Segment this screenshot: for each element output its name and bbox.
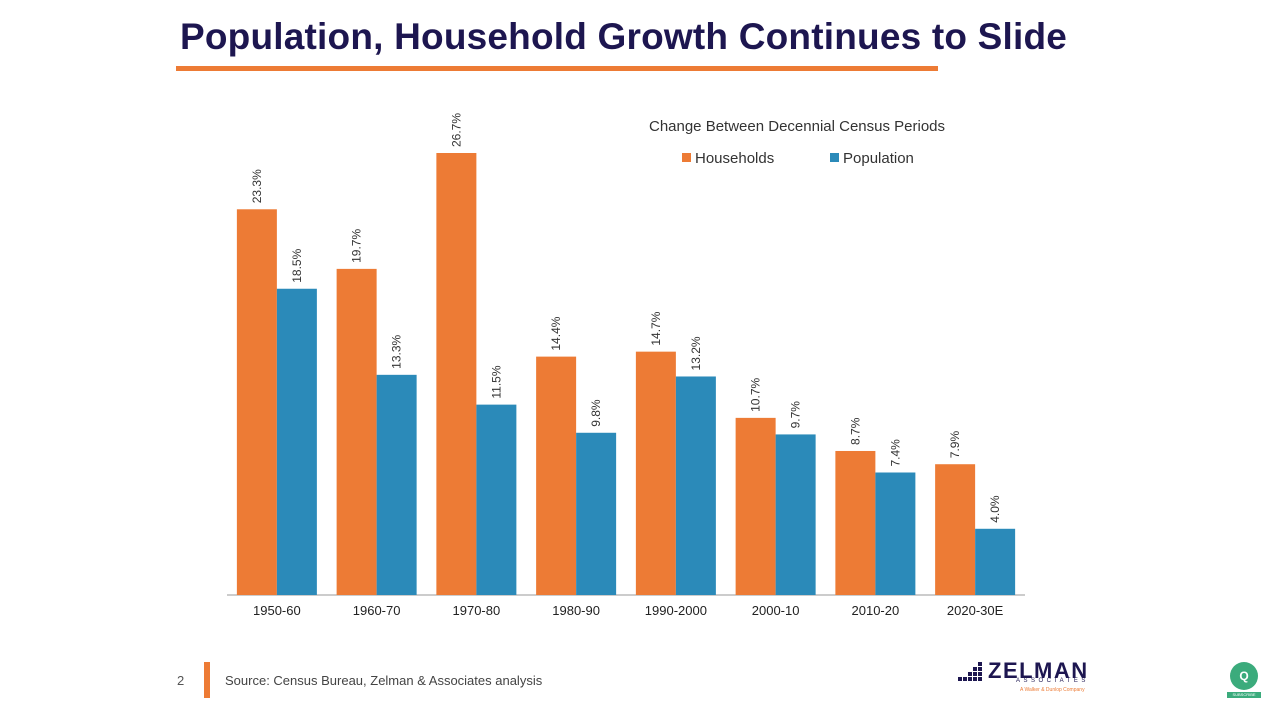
x-tick-label-2020-30E: 2020-30E (947, 603, 1004, 618)
subscribe-button[interactable]: Q SUBSCRIBE (1227, 662, 1261, 698)
logo-dot (978, 662, 982, 666)
bar-population-1980-90 (576, 432, 617, 595)
data-label-households-2000-10: 10.7% (749, 378, 763, 412)
legend-label-population: Population (843, 150, 914, 167)
data-label-population-2010-20: 7.4% (888, 439, 902, 467)
bar-households-1960-70 (336, 268, 377, 595)
bar-households-2010-20 (835, 450, 876, 595)
logo-dot (978, 672, 982, 676)
data-label-population-1950-60: 18.5% (290, 248, 304, 282)
bar-population-1950-60 (276, 288, 317, 595)
bar-households-1950-60 (236, 209, 277, 595)
bar-households-2020-30E (935, 464, 976, 595)
data-label-households-1980-90: 14.4% (549, 316, 563, 350)
x-tick-label-1960-70: 1960-70 (353, 603, 401, 618)
bar-households-2000-10 (735, 417, 776, 595)
bar-population-2020-30E (975, 528, 1016, 595)
logo-dot (973, 667, 977, 671)
subscribe-label: SUBSCRIBE (1227, 692, 1261, 698)
logo-dot (963, 677, 967, 681)
data-label-households-1960-70: 19.7% (350, 229, 364, 263)
logo-mark-icon (958, 662, 984, 686)
title-underline (176, 66, 938, 71)
logo-dot (958, 677, 962, 681)
logo-tagline: A Walker & Dunlop Company (1020, 687, 1085, 693)
x-tick-label-2000-10: 2000-10 (752, 603, 800, 618)
bar-households-1990-2000 (635, 351, 676, 595)
footer-accent-bar (204, 662, 210, 698)
logo-wordmark: ZELMAN (988, 658, 1089, 683)
x-tick-label-1970-80: 1970-80 (453, 603, 501, 618)
data-label-households-1950-60: 23.3% (250, 169, 264, 203)
logo-dot (978, 667, 982, 671)
bar-population-1960-70 (376, 374, 417, 595)
x-tick-label-1990-2000: 1990-2000 (645, 603, 707, 618)
logo-dot (978, 677, 982, 681)
x-tick-label-1950-60: 1950-60 (253, 603, 301, 618)
data-label-population-1980-90: 9.8% (589, 399, 603, 427)
logo-dot (968, 677, 972, 681)
logo-dot (973, 672, 977, 676)
logo-dot (973, 677, 977, 681)
bar-households-1970-80 (436, 153, 477, 595)
data-label-households-2020-30E: 7.9% (948, 431, 962, 459)
chart-title: Change Between Decennial Census Periods (649, 118, 945, 135)
legend: Households Population (682, 150, 914, 167)
zelman-logo: ZELMAN ASSOCIATES A Walker & Dunlop Comp… (958, 658, 1106, 698)
legend-label-households: Households (695, 150, 774, 167)
slide-title: Population, Household Growth Continues t… (180, 16, 1068, 57)
source-note: Source: Census Bureau, Zelman & Associat… (225, 673, 543, 688)
legend-swatch-population (830, 153, 839, 162)
legend-swatch-households (682, 153, 691, 162)
subscribe-icon: Q (1230, 662, 1258, 690)
bar-households-1980-90 (536, 356, 577, 595)
bar-population-1970-80 (476, 404, 517, 595)
data-label-population-1960-70: 13.3% (390, 334, 404, 368)
data-label-households-2010-20: 8.7% (848, 417, 862, 445)
data-label-households-1970-80: 26.7% (449, 113, 463, 147)
x-tick-label-2010-20: 2010-20 (852, 603, 900, 618)
logo-dot (968, 672, 972, 676)
data-label-households-1990-2000: 14.7% (649, 311, 663, 345)
logo-subtitle: ASSOCIATES (1016, 678, 1089, 684)
bar-population-2010-20 (875, 472, 916, 595)
data-label-population-2020-30E: 4.0% (988, 495, 1002, 523)
x-tick-label-1980-90: 1980-90 (552, 603, 600, 618)
data-label-population-1990-2000: 13.2% (689, 336, 703, 370)
plot-area: 23.3% 18.5% 1950-60 19.7% 13.3% 1960-70 26.7% 1… (227, 113, 1025, 618)
bar-chart: Change Between Decennial Census Periods … (227, 113, 1025, 618)
page-number: 2 (177, 673, 185, 688)
bar-population-1990-2000 (675, 376, 716, 595)
data-label-population-2000-10: 9.7% (789, 401, 803, 429)
bar-population-2000-10 (775, 434, 816, 595)
data-label-population-1970-80: 11.5% (489, 365, 503, 398)
